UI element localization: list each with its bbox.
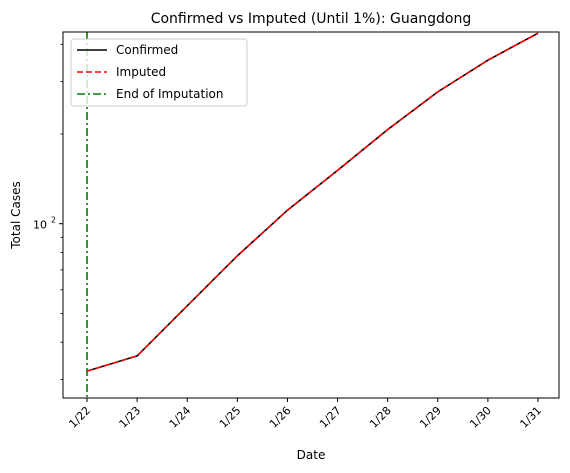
- legend-label: Imputed: [116, 65, 166, 79]
- x-tick-label: 1/24: [167, 404, 194, 431]
- x-axis-label: Date: [297, 448, 326, 462]
- x-tick-label: 1/26: [267, 404, 294, 431]
- legend-box: [70, 38, 248, 107]
- legend: Confirmed Imputed End of Imputation: [70, 38, 248, 107]
- x-tick-label: 1/27: [317, 404, 344, 431]
- y-tick-label: 10: [33, 219, 47, 232]
- x-tick-label: 1/28: [367, 404, 394, 431]
- x-tick-label: 1/31: [517, 404, 544, 431]
- x-axis: 1/22 1/23 1/24 1/25 1/26 1/27 1/28 1/29 1/30 1/31: [66, 398, 544, 431]
- y-tick-label-exponent: 2: [51, 216, 56, 225]
- y-axis: 10 2: [33, 43, 63, 380]
- plot-frame: [62, 31, 560, 399]
- chart-title: Confirmed vs Imputed (Until 1%): Guangdo…: [151, 11, 472, 27]
- y-axis-label: Total Cases: [9, 181, 23, 249]
- series-line-imputed: [86, 32, 539, 372]
- x-tick-label: 1/29: [417, 404, 444, 431]
- legend-label: End of Imputation: [116, 87, 224, 101]
- legend-label: Confirmed: [116, 43, 178, 57]
- x-tick-label: 1/23: [117, 404, 144, 431]
- x-tick-label: 1/25: [217, 404, 244, 431]
- x-tick-label: 1/30: [467, 404, 494, 431]
- x-tick-label: 1/22: [66, 404, 93, 431]
